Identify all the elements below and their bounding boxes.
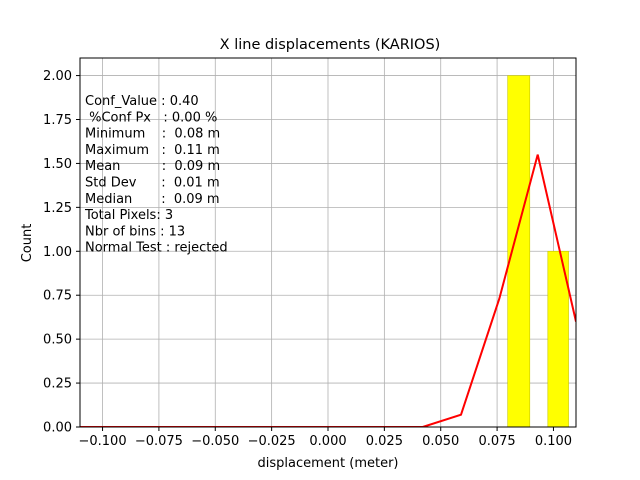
stats-line: Conf_Value : 0.40 (85, 94, 199, 109)
stats-line: Mean : 0.09 m (85, 159, 220, 174)
x-axis-label: displacement (meter) (258, 456, 399, 471)
y-tick-label: 1.25 (43, 201, 72, 216)
y-tick-label: 0.00 (43, 421, 72, 436)
stats-line: Maximum : 0.11 m (85, 143, 220, 158)
x-tick-label: 0.050 (422, 434, 459, 449)
x-tick-label: −0.025 (248, 434, 296, 449)
x-tick-label: −0.100 (78, 434, 126, 449)
stats-line: Nbr of bins : 13 (85, 224, 185, 239)
y-axis-ticks: 0.00 0.25 0.50 0.75 1.00 1.25 1.50 1.75 2.00 (43, 69, 80, 436)
x-tick-label: 0.100 (535, 434, 572, 449)
y-tick-label: 1.50 (43, 157, 72, 172)
stats-line: Normal Test : rejected (85, 241, 228, 256)
y-tick-label: 2.00 (43, 69, 72, 84)
histogram-bars (507, 75, 569, 428)
x-tick-label: 0.000 (309, 434, 346, 449)
x-tick-label: −0.050 (191, 434, 239, 449)
y-tick-label: 0.50 (43, 333, 72, 348)
y-tick-label: 1.00 (43, 245, 72, 260)
normal-fit-curve (80, 154, 576, 427)
fit-curve-line (80, 154, 576, 427)
stats-line: Minimum : 0.08 m (85, 127, 220, 142)
x-tick-label: 0.025 (366, 434, 403, 449)
y-tick-label: 0.75 (43, 289, 72, 304)
y-tick-label: 1.75 (43, 113, 72, 128)
chart-title: X line displacements (KARIOS) (220, 37, 441, 53)
stats-line: Total Pixels: 3 (84, 208, 173, 223)
stats-line: %Conf Px : 0.00 % (85, 110, 217, 125)
x-tick-label: −0.075 (135, 434, 183, 449)
grid-lines (80, 58, 576, 428)
y-axis-label: Count (20, 224, 35, 263)
x-tick-label: 0.075 (478, 434, 515, 449)
y-tick-label: 0.25 (43, 377, 72, 392)
x-axis-ticks: −0.100 −0.075 −0.050 −0.025 0.000 0.025 0.050 0… (78, 427, 572, 449)
stats-line: Std Dev : 0.01 m (85, 176, 220, 191)
statistics-text-block: Conf_Value : 0.40 %Conf Px : 0.00 % Minim… (84, 94, 228, 256)
stats-line: Median : 0.09 m (85, 192, 220, 207)
